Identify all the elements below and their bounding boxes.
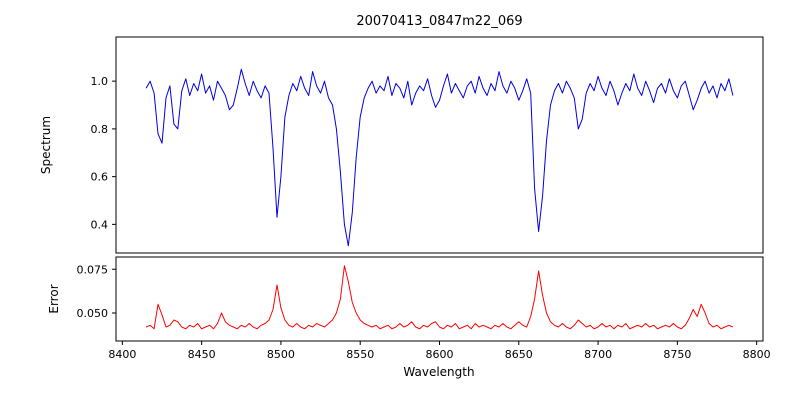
x-tick-label: 8450: [188, 348, 216, 361]
x-tick-label: 8650: [505, 348, 533, 361]
panel-spectrum: 0.4 0.6 0.8 1.0: [91, 36, 764, 254]
x-tick-label: 8600: [426, 348, 454, 361]
x-tick-label: 8700: [584, 348, 612, 361]
spectrum-line: [145, 68, 734, 247]
error-line: [145, 265, 734, 330]
x-tick-label: 8500: [267, 348, 295, 361]
x-tick-label: 8550: [346, 348, 374, 361]
y-axis-label-error: Error: [47, 284, 61, 313]
figure-title: 20070413_0847m22_069: [356, 14, 523, 29]
y-tick-label-spectrum: 1.0: [91, 75, 109, 88]
panel-error: 0.050 0.075 8400 8450 8500 8550 8600 8650 8700 87…: [77, 256, 771, 361]
y-axis-label-spectrum: Spectrum: [39, 116, 53, 174]
x-axis-label: Wavelength: [403, 365, 474, 379]
panels-group: 0.4 0.6 0.8 1.0 0.050 0.075 8400 8450 8500 8550 86…: [77, 36, 771, 361]
y-tick-label-spectrum: 0.8: [91, 123, 109, 136]
x-tick-label: 8400: [108, 348, 136, 361]
y-tick-label-error: 0.075: [77, 263, 109, 276]
x-tick-label: 8750: [663, 348, 691, 361]
y-tick-label-spectrum: 0.4: [91, 218, 109, 231]
y-tick-label-spectrum: 0.6: [91, 171, 109, 184]
panel-border-spectrum: [115, 36, 764, 254]
x-tick-label: 8800: [743, 348, 771, 361]
y-tick-label-error: 0.050: [77, 307, 109, 320]
